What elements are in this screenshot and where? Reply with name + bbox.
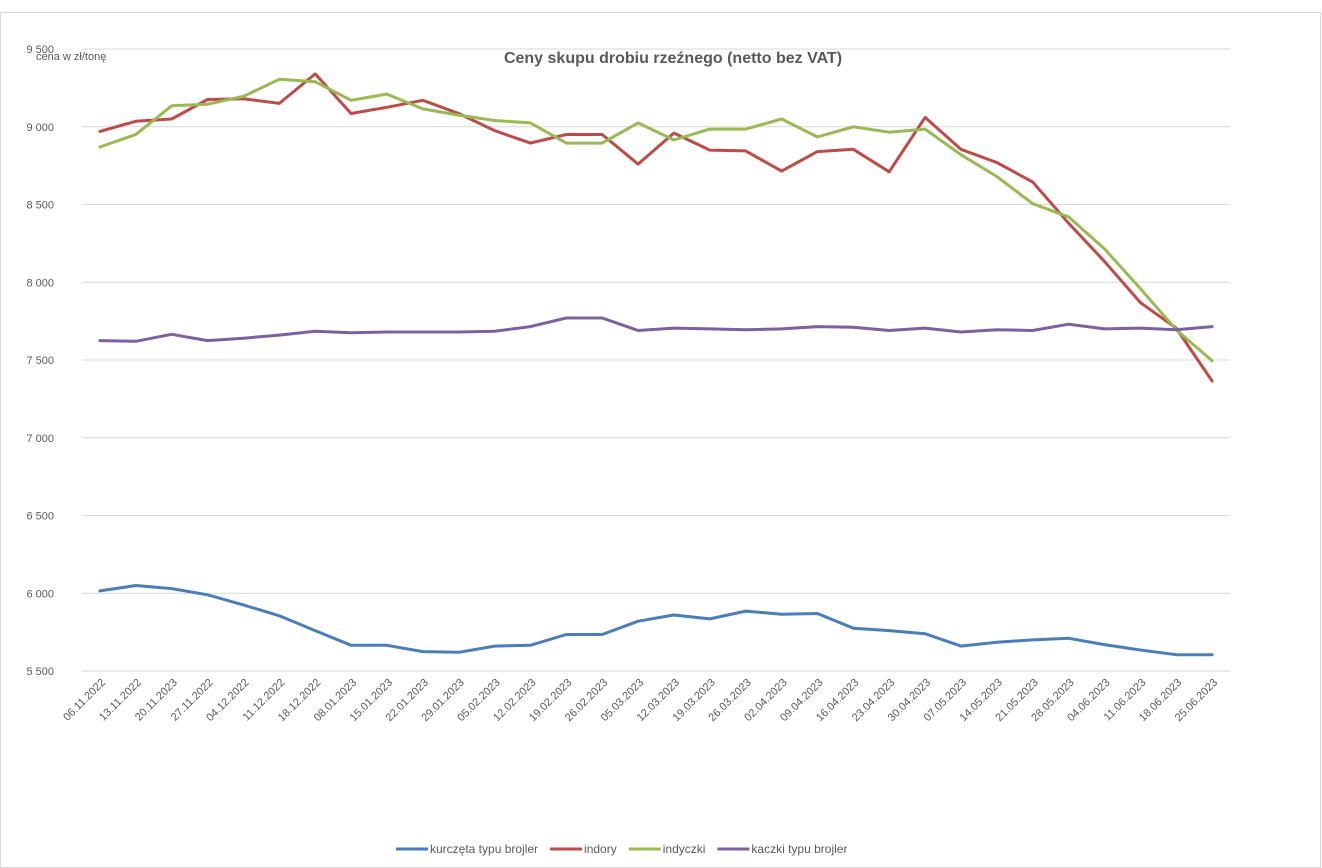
series-line-kaczki-typu-brojler	[98, 316, 1214, 343]
y-tick-label: 7 500	[26, 355, 54, 367]
legend-label: indory	[584, 842, 617, 856]
y-tick-label: 6 500	[26, 511, 54, 523]
y-tick-label: 8 000	[26, 277, 54, 289]
grid-lines	[82, 48, 1230, 672]
y-tick-label: 8 500	[26, 200, 54, 212]
legend-label: kurczęta typu brojler	[430, 842, 538, 856]
legend-item: kaczki typu brojler	[717, 842, 847, 856]
y-axis-ticks: 5 500 6 000 6 500 7 000 7 500 8 000 8 500 9 000…	[26, 44, 54, 678]
legend: kurczęta typu brojler indory indyczki kaczk…	[396, 842, 847, 856]
legend-label: kaczki typu brojler	[751, 842, 847, 856]
legend-item: indyczki	[628, 842, 706, 856]
series-lines	[98, 72, 1214, 657]
y-tick-label: 5 500	[26, 666, 54, 678]
x-axis-ticks: 06.11.202213.11.202220.11.202327.11.2022…	[61, 677, 1220, 724]
y-tick-label: 9 000	[26, 122, 54, 134]
series-line-indory	[98, 72, 1214, 383]
y-tick-label: 9 500	[26, 44, 54, 56]
chart-title: Ceny skupu drobiu rzeźnego (netto bez VA…	[504, 50, 842, 67]
chart-frame	[0, 12, 1321, 868]
y-tick-label: 6 000	[26, 588, 54, 600]
legend-item: indory	[550, 842, 617, 856]
y-axis-label: cena w zł/tonę	[36, 51, 106, 63]
legend-label: indyczki	[663, 842, 706, 856]
legend-item: kurczęta typu brojler	[396, 842, 538, 856]
series-line-indyczki	[98, 77, 1214, 363]
y-tick-label: 7 000	[26, 433, 54, 445]
series-line-kurczęta-typu-brojler	[98, 584, 1214, 657]
